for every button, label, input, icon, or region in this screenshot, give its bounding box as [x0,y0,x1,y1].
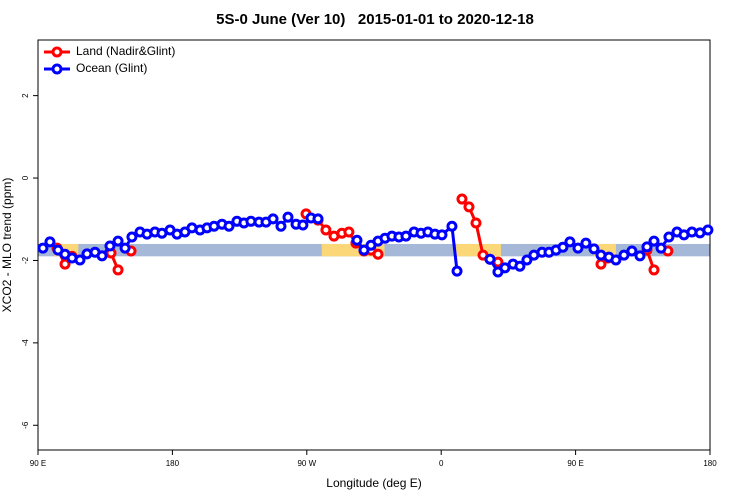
data-point [588,243,600,255]
data-point [463,201,475,213]
data-point [610,254,622,266]
legend-label: Ocean (Glint) [76,61,147,75]
data-point [112,264,124,276]
y-tick-label: -2 [21,256,30,264]
data-point [282,211,294,223]
data-point [223,220,235,232]
data-point [267,213,279,225]
x-tick-label: 0 [439,459,444,468]
y-tick-label: -4 [21,339,30,347]
data-point [358,244,370,256]
data-point [484,253,496,265]
data-point [618,249,630,261]
data-point [572,242,584,254]
data-point [37,242,49,254]
data-point [648,264,660,276]
surface-band [456,243,501,257]
data-point [297,219,309,231]
y-tick-label: -6 [21,421,30,429]
data-point [451,265,463,277]
data-point [372,248,384,260]
data-point [634,250,646,262]
x-tick-label: 90 W [297,459,316,468]
data-point [104,240,116,252]
y-tick-label: 2 [21,93,30,98]
data-point [456,193,468,205]
data-point [648,235,660,247]
plot-frame [37,39,711,451]
x-tick-label: 90 E [30,459,46,468]
data-point [275,220,287,232]
data-point [655,242,667,254]
data-point [436,229,448,241]
data-point [126,231,138,243]
data-point [514,260,526,272]
data-point [499,262,511,274]
data-point [119,242,131,254]
data-point [112,235,124,247]
data-point [641,241,653,253]
data-point [564,236,576,248]
data-point [343,226,355,238]
x-tick-label: 180 [166,459,180,468]
data-point [702,224,714,236]
x-tick-label: 90 E [567,459,583,468]
data-point [557,241,569,253]
legend-marker [51,46,63,58]
x-tick-label: 180 [703,459,717,468]
y-axis-label: XCO2 - MLO trend (ppm) [0,178,14,313]
legend-marker [51,63,63,75]
data-point [96,250,108,262]
data-point [44,236,56,248]
chart-title: 5S-0 June (Ver 10) 2015-01-01 to 2020-12… [216,11,534,28]
legend-label: Land (Nadir&Glint) [76,44,175,58]
data-point [320,224,332,236]
data-point [580,237,592,249]
data-point [446,220,458,232]
data-point [663,231,675,243]
data-point [470,217,482,229]
data-point [351,234,363,246]
data-point [74,254,86,266]
data-point [400,230,412,242]
data-point [312,213,324,225]
data-point [59,258,71,270]
x-axis-label: Longitude (deg E) [326,476,421,490]
data-point [626,245,638,257]
y-tick-label: 0 [21,175,30,180]
data-point [521,254,533,266]
